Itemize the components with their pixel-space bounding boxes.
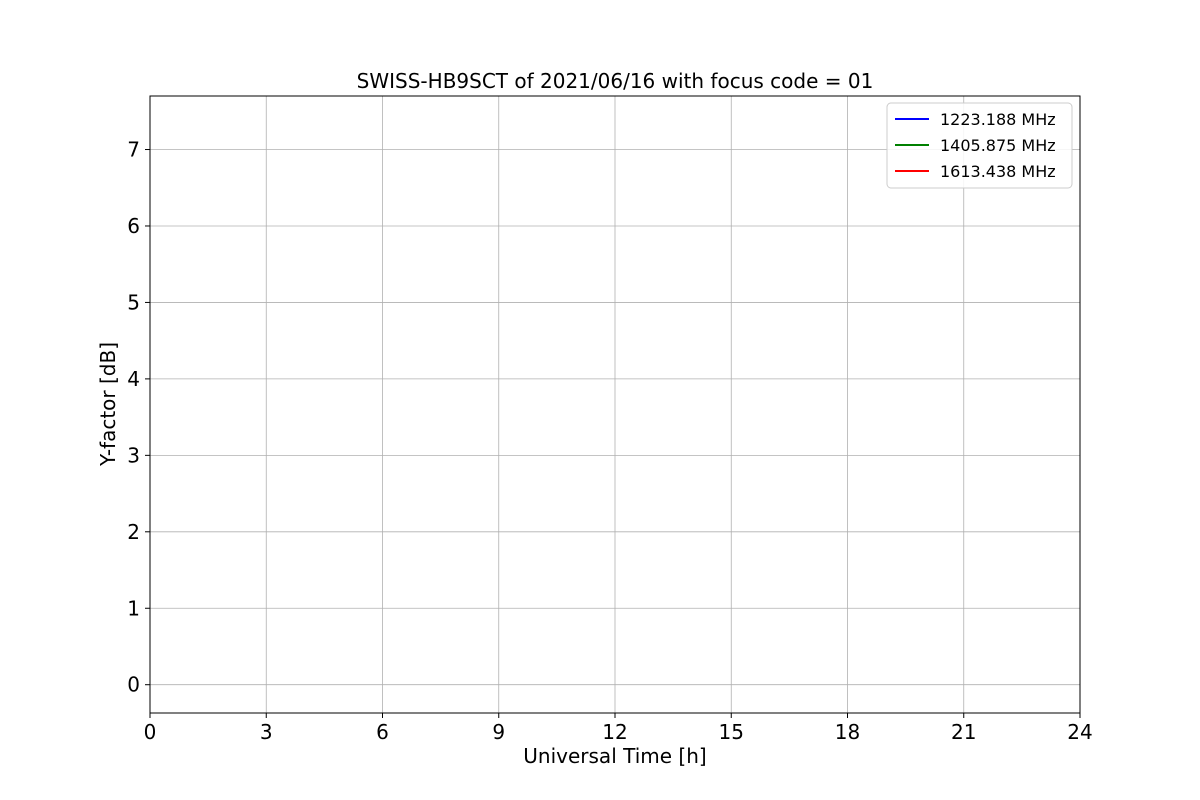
y-axis-label: Y-factor [dB] <box>96 342 120 467</box>
chart-title: SWISS-HB9SCT of 2021/06/16 with focus co… <box>357 69 874 93</box>
x-tick-label: 24 <box>1067 720 1092 744</box>
legend-label-2: 1405.875 MHz <box>940 136 1056 155</box>
y-tick-label: 5 <box>127 290 140 314</box>
y-tick-label: 2 <box>127 520 140 544</box>
y-tick-label: 4 <box>127 367 140 391</box>
y-tick-label: 0 <box>127 673 140 697</box>
y-tick-label: 7 <box>127 138 140 162</box>
legend-label-3: 1613.438 MHz <box>940 162 1056 181</box>
legend-box <box>886 102 1073 189</box>
legend: 1223.188 MHz 1405.875 MHz 1613.438 MHz <box>886 102 1073 189</box>
legend-label-1: 1223.188 MHz <box>940 110 1056 129</box>
x-axis-label: Universal Time [h] <box>523 744 706 768</box>
x-tick-label: 0 <box>144 720 157 744</box>
x-tick-label: 21 <box>951 720 976 744</box>
x-tick-label: 6 <box>376 720 389 744</box>
x-tick-label: 12 <box>602 720 627 744</box>
y-tick-label: 3 <box>127 443 140 467</box>
x-tick-label: 18 <box>835 720 860 744</box>
x-tick-label: 15 <box>719 720 744 744</box>
y-tick-label: 1 <box>127 596 140 620</box>
x-tick-label: 9 <box>492 720 505 744</box>
y-tick-label: 6 <box>127 214 140 238</box>
x-tick-label: 3 <box>260 720 273 744</box>
